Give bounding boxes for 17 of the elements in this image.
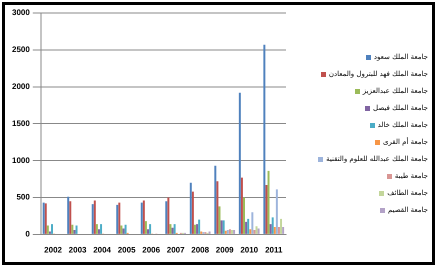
- y-tick-label: 0: [25, 230, 30, 239]
- y-tick-label: 1000: [12, 156, 30, 165]
- y-tick-label: 1500: [12, 118, 30, 128]
- x-tick-label: 2002: [44, 245, 63, 254]
- x-tick-label: 2008: [191, 245, 210, 254]
- y-tick-label: 2500: [12, 45, 30, 54]
- y-tick-label: 2000: [12, 82, 30, 92]
- x-tick-label: 2003: [68, 245, 88, 254]
- x-tick-label: 2009: [216, 245, 234, 254]
- y-tick-label: 500: [16, 192, 30, 202]
- x-tick-label: 2005: [118, 245, 136, 254]
- y-tick-label: 3000: [12, 8, 30, 18]
- x-tick-label: 2006: [142, 245, 161, 254]
- x-tick-label: 2010: [240, 245, 259, 254]
- x-tick-label: 2004: [93, 245, 112, 254]
- x-tick-label: 2007: [166, 245, 186, 254]
- x-tick-label: 2011: [265, 245, 283, 254]
